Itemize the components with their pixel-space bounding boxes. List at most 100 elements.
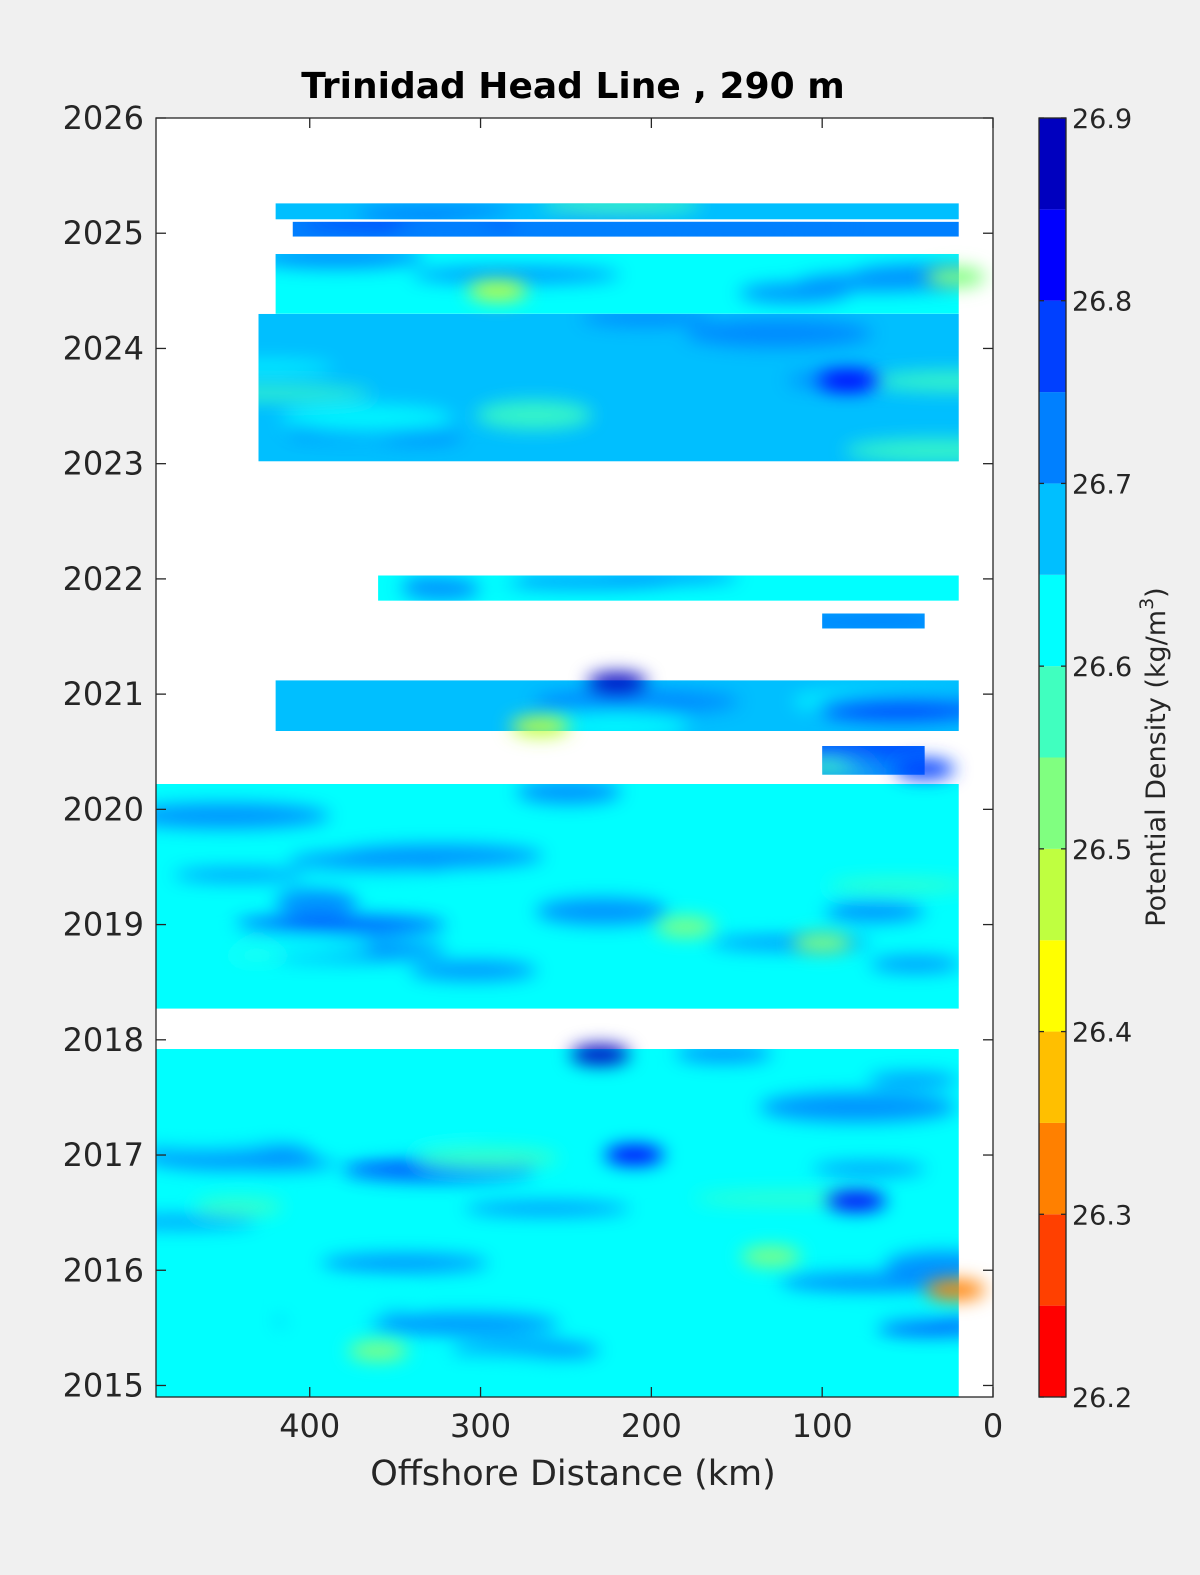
density-patch bbox=[822, 613, 925, 629]
x-axis: 400 300 200 100 0 bbox=[279, 118, 1003, 1445]
density-feature bbox=[587, 672, 648, 693]
colorbar-tick-label: 26.3 bbox=[1072, 1200, 1132, 1231]
colorbar-tick-label: 26.5 bbox=[1072, 835, 1132, 866]
density-patch bbox=[669, 893, 836, 912]
density-patch bbox=[156, 938, 372, 956]
density-patch bbox=[540, 203, 703, 215]
density-patch bbox=[812, 1162, 927, 1176]
data-band bbox=[822, 745, 925, 775]
colorbar-tick-label: 26.2 bbox=[1072, 1383, 1132, 1414]
density-patch bbox=[282, 1307, 391, 1334]
density-patch bbox=[519, 225, 658, 237]
colorbar-tick-label: 26.7 bbox=[1072, 469, 1132, 500]
colorbar-swatch bbox=[1039, 848, 1066, 941]
density-feature bbox=[604, 1145, 665, 1166]
y-tick-label: 2018 bbox=[63, 1021, 144, 1059]
density-feature bbox=[570, 1044, 631, 1065]
data-band bbox=[275, 253, 959, 314]
density-patch bbox=[675, 1049, 773, 1063]
y-axis: 2015 2016 2017 2018 2019 2020 2021 2022 2023 2024… bbox=[63, 99, 993, 1404]
x-tick-label: 200 bbox=[621, 1407, 682, 1445]
y-tick-label: 2019 bbox=[63, 906, 144, 944]
density-patch bbox=[172, 868, 308, 882]
density-patch bbox=[516, 784, 622, 804]
data-band bbox=[378, 575, 959, 601]
density-patch bbox=[275, 887, 359, 918]
density-feature bbox=[467, 280, 528, 301]
density-patch bbox=[463, 1201, 631, 1216]
colorbar-swatch bbox=[1039, 1122, 1066, 1215]
density-patch bbox=[759, 1092, 957, 1123]
y-tick-label: 2022 bbox=[63, 560, 144, 598]
colorbar-tick-label: 26.9 bbox=[1072, 104, 1132, 135]
colorbar-swatch bbox=[1039, 940, 1066, 1032]
density-patch bbox=[258, 385, 373, 401]
density-patch bbox=[324, 1125, 484, 1142]
density-feature bbox=[925, 1279, 986, 1300]
density-patch bbox=[581, 313, 712, 326]
y-tick-label: 2017 bbox=[63, 1136, 144, 1174]
density-patch bbox=[320, 1253, 489, 1273]
density-patch bbox=[156, 1215, 258, 1229]
density-patch bbox=[875, 1318, 959, 1336]
colorbar-tick-label: 26.6 bbox=[1072, 652, 1132, 683]
density-feature bbox=[655, 916, 716, 937]
density-feature bbox=[348, 1340, 409, 1361]
colorbar-tick-label: 26.4 bbox=[1072, 1018, 1132, 1049]
density-patch bbox=[583, 1159, 677, 1180]
density-patch bbox=[816, 694, 959, 722]
density-patch bbox=[334, 844, 544, 868]
density-patch bbox=[822, 901, 926, 923]
density-patch bbox=[376, 429, 463, 444]
density-patch bbox=[884, 1251, 959, 1281]
x-axis-label: Offshore Distance (km) bbox=[370, 1454, 776, 1494]
chart-title: Trinidad Head Line , 290 m bbox=[301, 66, 844, 107]
density-feature bbox=[925, 267, 986, 288]
density-patch bbox=[827, 878, 959, 892]
data-band bbox=[156, 784, 959, 1009]
colorbar-label-suffix: ) bbox=[1141, 587, 1172, 598]
density-patch bbox=[156, 1127, 279, 1150]
density-patch bbox=[194, 1197, 284, 1217]
density-feature bbox=[510, 716, 571, 737]
colorbar-swatch bbox=[1039, 300, 1066, 393]
data-band bbox=[258, 313, 959, 462]
colorbar-swatch bbox=[1039, 209, 1066, 301]
data-band bbox=[292, 221, 959, 237]
density-feature bbox=[740, 1246, 801, 1267]
y-tick-label: 2020 bbox=[63, 790, 144, 828]
density-patch bbox=[275, 253, 425, 269]
x-tick-label: 0 bbox=[983, 1407, 1003, 1445]
density-patch bbox=[733, 1304, 942, 1317]
density-patch bbox=[661, 991, 789, 1009]
density-patch bbox=[258, 360, 335, 374]
data-band bbox=[275, 203, 959, 220]
density-patch bbox=[211, 1156, 338, 1171]
y-tick-label: 2021 bbox=[63, 675, 144, 713]
y-tick-label: 2015 bbox=[63, 1366, 144, 1404]
y-tick-label: 2016 bbox=[63, 1251, 144, 1289]
density-patch bbox=[535, 897, 671, 925]
density-patch bbox=[475, 400, 593, 430]
colorbar-swatch bbox=[1039, 392, 1066, 484]
x-tick-label: 300 bbox=[450, 1407, 511, 1445]
colorbar-swatch bbox=[1039, 574, 1066, 667]
density-patch bbox=[867, 1072, 959, 1088]
density-patch bbox=[365, 1354, 567, 1375]
plot-border bbox=[155, 117, 994, 1398]
colorbar-swatch bbox=[1039, 757, 1066, 849]
data-band bbox=[156, 1049, 959, 1397]
density-patch bbox=[368, 1313, 560, 1336]
colorbar-label-main: Potential Density (kg/m bbox=[1141, 610, 1172, 927]
y-tick-label: 2026 bbox=[63, 99, 144, 137]
density-patch bbox=[580, 1273, 674, 1286]
density-feature bbox=[894, 759, 955, 780]
colorbar: 26.2 26.3 26.4 26.5 26.6 26.7 26.8 26.9 bbox=[1038, 104, 1132, 1414]
density-patch bbox=[356, 203, 516, 220]
density-patch bbox=[404, 1074, 518, 1087]
density-patch bbox=[415, 1147, 560, 1169]
colorbar-swatch bbox=[1039, 118, 1066, 210]
density-patch bbox=[871, 370, 959, 392]
density-feature bbox=[817, 370, 878, 391]
density-patch bbox=[280, 404, 453, 432]
